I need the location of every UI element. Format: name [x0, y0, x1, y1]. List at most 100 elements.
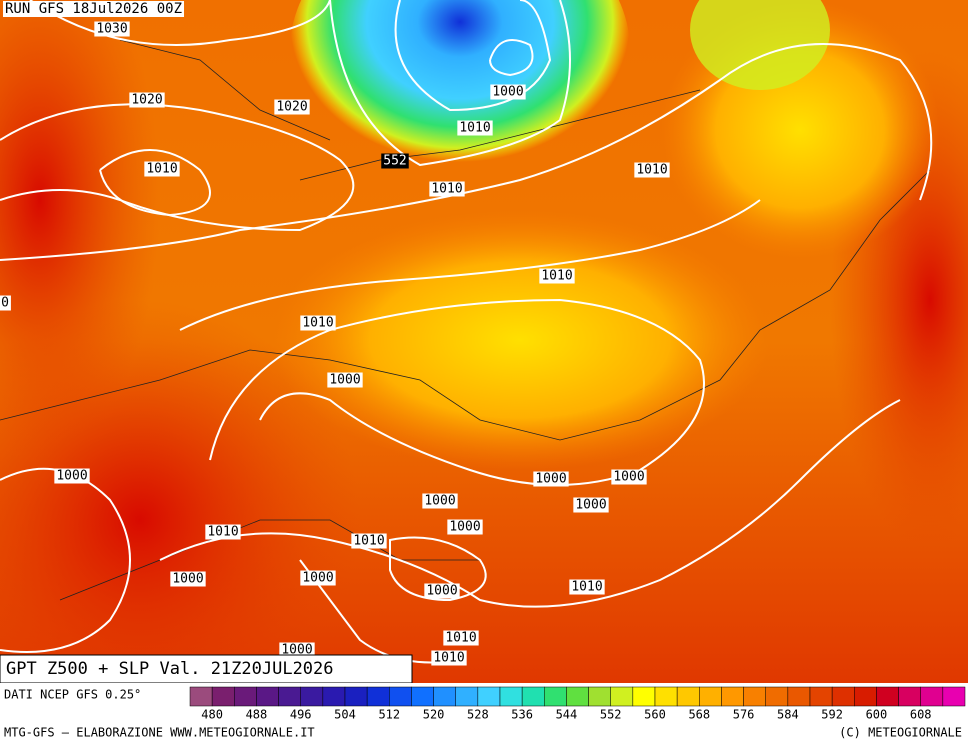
legend-swatch	[566, 686, 589, 707]
legend-tick-label: 568	[688, 708, 710, 722]
isobar-label-box	[611, 469, 647, 485]
isobar-label-box	[129, 92, 165, 108]
legend-swatch	[256, 686, 279, 707]
isobar-label: 1000	[492, 85, 523, 100]
isobar-label: 1010	[433, 651, 464, 666]
legend-swatch	[499, 686, 523, 707]
legend-swatch	[588, 686, 611, 707]
isobar-label: 1000	[329, 373, 360, 388]
isobar-label: 1010	[541, 269, 572, 284]
legend-swatch	[389, 686, 412, 707]
isobar-label: 1000	[613, 470, 644, 485]
title-box	[0, 654, 413, 684]
isobar-label: 1010	[146, 162, 177, 177]
isobar-label: 1030	[96, 22, 127, 37]
isobar-label-box	[533, 471, 569, 487]
isobar-label-box	[634, 162, 670, 178]
legend-tick-label: 600	[866, 708, 888, 722]
isobar-label-box	[144, 161, 180, 177]
isobar-label: 0	[1, 296, 9, 311]
legend-swatch	[610, 686, 634, 707]
legend-swatch	[654, 686, 678, 707]
legend-tick-label: 592	[821, 708, 843, 722]
legend-tick-label: 536	[511, 708, 533, 722]
legend-swatch	[699, 686, 722, 707]
legend-tick-label: 520	[423, 708, 445, 722]
isobar-label: 1010	[353, 534, 384, 549]
legend-swatch	[809, 686, 833, 707]
isobar-label-box	[443, 630, 479, 646]
legend-swatch	[455, 686, 479, 707]
legend-swatch	[876, 686, 899, 707]
isobar-label: 1010	[459, 121, 490, 136]
isobar-label-box	[447, 519, 483, 535]
isobar-label-box	[351, 533, 387, 549]
isobar-label-box	[300, 570, 336, 586]
legend-swatch	[632, 686, 656, 707]
legend-swatch	[278, 686, 301, 707]
isobar-label: 1020	[276, 100, 307, 115]
legend-tick-label: 528	[467, 708, 489, 722]
height-label: 552	[383, 154, 406, 169]
isobar-label-box	[457, 120, 493, 136]
height-label-box	[381, 153, 409, 169]
legend-swatch	[676, 686, 700, 707]
legend-tick-label: 480	[201, 708, 223, 722]
legend-tick-label: 552	[600, 708, 622, 722]
run-label-box	[3, 1, 185, 17]
isobar-label-box	[569, 579, 605, 595]
legend-tick-label: 608	[910, 708, 932, 722]
legend-swatch	[366, 686, 390, 707]
isobar-label: 1000	[449, 520, 480, 535]
isobar-label-box	[539, 268, 575, 284]
footer-right: (C) METEOGIORNALE	[839, 726, 962, 740]
footer-left: MTG-GFS — ELABORAZIONE WWW.METEOGIORNALE…	[4, 726, 315, 740]
legend-swatch	[433, 686, 456, 707]
legend-tick-label: 544	[556, 708, 578, 722]
isobar-label: 1020	[131, 93, 162, 108]
isobar-label: 1010	[636, 163, 667, 178]
legend-tick-label: 576	[733, 708, 755, 722]
legend-swatch	[300, 686, 324, 707]
isobar-label: 1000	[302, 571, 333, 586]
legend-tick-label: 488	[246, 708, 268, 722]
legend-swatch	[721, 686, 744, 707]
source-label: DATI NCEP GFS 0.25°	[4, 688, 141, 702]
isobar-label-box	[429, 181, 465, 197]
isobar-label-box	[431, 650, 467, 666]
map-title: GPT Z500 + SLP Val. 21Z20JUL2026	[6, 659, 334, 679]
isobar-label-box	[490, 84, 526, 100]
legend-swatch	[920, 686, 944, 707]
legend-swatch	[521, 686, 545, 707]
isobar-label-box	[424, 583, 460, 599]
isobar-label-box	[573, 497, 609, 513]
isobar-label-box	[279, 642, 315, 658]
isobar-label: 1010	[571, 580, 602, 595]
isobar-label-box	[205, 524, 241, 540]
isobar-label: 1000	[281, 643, 312, 658]
isobar-label-box	[94, 21, 130, 37]
legend-tick-label: 512	[378, 708, 400, 722]
run-label: RUN GFS 18Jul2026 00Z	[5, 1, 182, 17]
legend-tick-label: 584	[777, 708, 799, 722]
legend-swatch	[234, 686, 257, 707]
legend-swatch	[831, 686, 855, 707]
isobar-label-box	[170, 571, 206, 587]
isobar-label: 1010	[207, 525, 238, 540]
legend-swatch	[787, 686, 811, 707]
isobar-label-box	[54, 468, 90, 484]
legend-swatch	[477, 686, 501, 707]
legend-swatch	[322, 686, 346, 707]
legend-swatch	[854, 686, 877, 707]
legend-swatch	[344, 686, 368, 707]
isobar-label: 1010	[431, 182, 462, 197]
isobar-label: 1000	[56, 469, 87, 484]
legend-swatch	[411, 686, 434, 707]
legend-tick-label: 504	[334, 708, 356, 722]
legend-tick-label: 496	[290, 708, 312, 722]
isobar-label: 1000	[426, 584, 457, 599]
legend-swatch	[898, 686, 921, 707]
isobar-label-box	[300, 315, 336, 331]
